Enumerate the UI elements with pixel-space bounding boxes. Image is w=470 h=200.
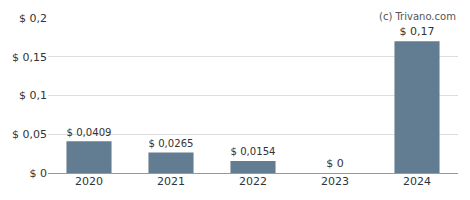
- svg-text:$ 0,0409: $ 0,0409: [66, 127, 111, 138]
- svg-text:$ 0,15: $ 0,15: [12, 51, 47, 64]
- svg-text:$ 0,17: $ 0,17: [400, 25, 435, 38]
- svg-text:$ 0,0154: $ 0,0154: [230, 146, 275, 157]
- svg-text:$ 0,2: $ 0,2: [19, 12, 47, 25]
- svg-text:(c) Trivano.com: (c) Trivano.com: [379, 11, 456, 22]
- svg-text:2021: 2021: [157, 175, 185, 188]
- svg-text:2022: 2022: [239, 175, 267, 188]
- svg-text:2024: 2024: [403, 175, 431, 188]
- svg-text:2023: 2023: [321, 175, 349, 188]
- svg-text:2020: 2020: [75, 175, 103, 188]
- svg-text:$ 0: $ 0: [30, 167, 48, 180]
- svg-text:$ 0,05: $ 0,05: [12, 128, 47, 141]
- svg-text:$ 0,1: $ 0,1: [19, 89, 47, 102]
- svg-text:$ 0,0265: $ 0,0265: [148, 138, 193, 149]
- svg-text:$ 0: $ 0: [326, 157, 344, 170]
